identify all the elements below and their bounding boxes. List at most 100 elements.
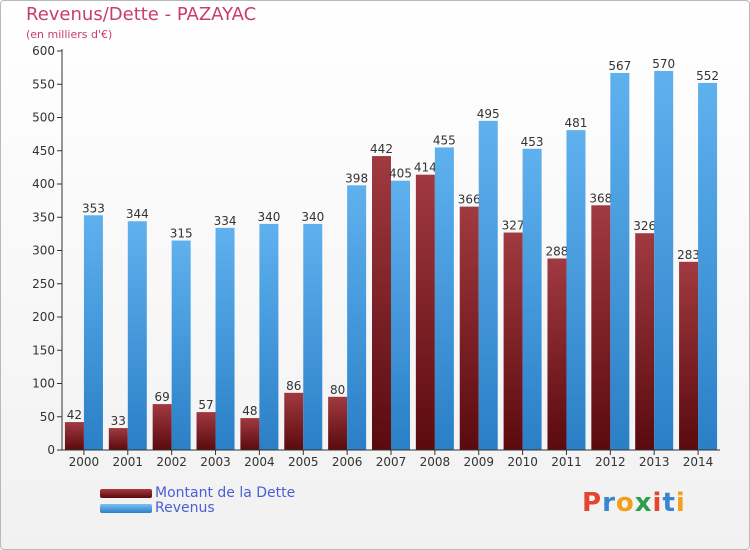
value-label-dette: 288 (546, 244, 569, 258)
bar-dette (240, 418, 260, 450)
bar-revenus (215, 227, 235, 450)
y-tick-label: 350 (32, 210, 55, 224)
bar-revenus (434, 147, 454, 451)
x-tick-label: 2012 (595, 455, 626, 469)
bar-revenus (478, 120, 498, 450)
legend-label-dette: Montant de la Dette (155, 485, 296, 501)
value-label-revenus: 398 (345, 171, 368, 185)
value-label-revenus: 405 (389, 167, 412, 181)
bar-revenus (171, 240, 191, 450)
bar-revenus (698, 82, 718, 451)
logo-letter: i (652, 488, 663, 518)
x-tick-label: 2013 (639, 455, 670, 469)
x-tick-label: 2005 (288, 455, 319, 469)
value-label-revenus: 455 (433, 133, 456, 147)
value-label-revenus: 495 (477, 107, 500, 121)
value-label-dette: 366 (458, 193, 481, 207)
value-label-dette: 80 (330, 383, 345, 397)
value-label-revenus: 344 (126, 207, 149, 221)
bar-dette (635, 233, 655, 450)
bar-dette (415, 174, 435, 450)
bar-dette (196, 412, 216, 450)
value-label-revenus: 334 (214, 214, 237, 228)
bar-dette (459, 206, 479, 450)
logo-letter: o (615, 488, 635, 518)
value-label-dette: 368 (589, 191, 612, 205)
x-tick-label: 2002 (156, 455, 187, 469)
y-tick-label: 50 (40, 410, 55, 424)
value-label-revenus: 481 (565, 116, 588, 130)
bar-dette (328, 396, 348, 450)
bar-revenus (259, 223, 279, 450)
bar-revenus (610, 72, 630, 450)
value-label-revenus: 340 (301, 210, 324, 224)
y-tick-label: 150 (32, 343, 55, 357)
y-tick-label: 200 (32, 310, 55, 324)
bar-revenus (522, 148, 542, 450)
bar-revenus (127, 221, 147, 450)
logo-letter: i (675, 488, 686, 518)
value-label-dette: 442 (370, 142, 393, 156)
logo-letter: t (662, 488, 676, 518)
value-label-dette: 326 (633, 219, 656, 233)
y-tick-label: 400 (32, 177, 55, 191)
value-label-dette: 86 (286, 379, 301, 393)
x-tick-label: 2007 (376, 455, 407, 469)
y-tick-label: 550 (32, 77, 55, 91)
legend-label-revenus: Revenus (155, 500, 215, 516)
bar-revenus (654, 70, 674, 450)
y-tick-label: 300 (32, 244, 55, 258)
y-tick-label: 600 (32, 44, 55, 58)
x-tick-label: 2006 (332, 455, 363, 469)
y-tick-label: 0 (47, 443, 55, 457)
value-label-dette: 42 (67, 408, 82, 422)
x-tick-label: 2003 (200, 455, 231, 469)
value-label-revenus: 567 (608, 59, 631, 73)
x-tick-label: 2009 (463, 455, 494, 469)
logo-letter: r (602, 488, 616, 518)
bar-dette (284, 392, 304, 450)
value-label-revenus: 552 (696, 69, 719, 83)
value-label-dette: 33 (111, 414, 126, 428)
bar-dette (372, 156, 391, 450)
value-label-dette: 69 (155, 390, 170, 404)
bar-dette (679, 261, 699, 450)
bar-dette (64, 422, 84, 450)
value-label-dette: 283 (677, 248, 700, 262)
bar-revenus (303, 223, 323, 450)
x-tick-label: 2001 (113, 455, 144, 469)
value-label-dette: 57 (198, 398, 213, 412)
x-tick-label: 2004 (244, 455, 275, 469)
bar-dette (108, 428, 128, 450)
x-tick-label: 2014 (683, 455, 714, 469)
value-label-revenus: 315 (170, 227, 193, 241)
value-label-revenus: 453 (521, 135, 544, 149)
value-label-revenus: 340 (257, 210, 280, 224)
bar-dette (152, 404, 172, 450)
value-label-dette: 48 (242, 404, 257, 418)
bar-revenus (566, 130, 586, 450)
bar-revenus (391, 180, 410, 451)
logo-letter: P (582, 488, 603, 518)
legend-swatch-dette (100, 489, 152, 498)
chart-title: Revenus/Dette - PAZAYAC (26, 4, 257, 25)
logo-letter: x (634, 488, 653, 518)
proxiti-logo: Proxiti (582, 488, 686, 518)
x-tick-label: 2008 (420, 455, 451, 469)
y-tick-label: 500 (32, 111, 55, 125)
y-tick-label: 250 (32, 277, 55, 291)
bar-dette (591, 205, 611, 450)
chart-subtitle: (en milliers d'€) (26, 28, 113, 41)
bar-dette (503, 232, 523, 450)
value-label-revenus: 353 (82, 201, 105, 215)
value-label-dette: 414 (414, 161, 437, 175)
y-tick-label: 450 (32, 144, 55, 158)
x-tick-label: 2011 (551, 455, 582, 469)
bar-revenus (83, 215, 103, 450)
bar-revenus (347, 185, 367, 450)
value-label-dette: 327 (502, 219, 525, 233)
bar-dette (547, 258, 567, 450)
value-label-revenus: 570 (652, 57, 675, 71)
x-tick-label: 2010 (507, 455, 538, 469)
